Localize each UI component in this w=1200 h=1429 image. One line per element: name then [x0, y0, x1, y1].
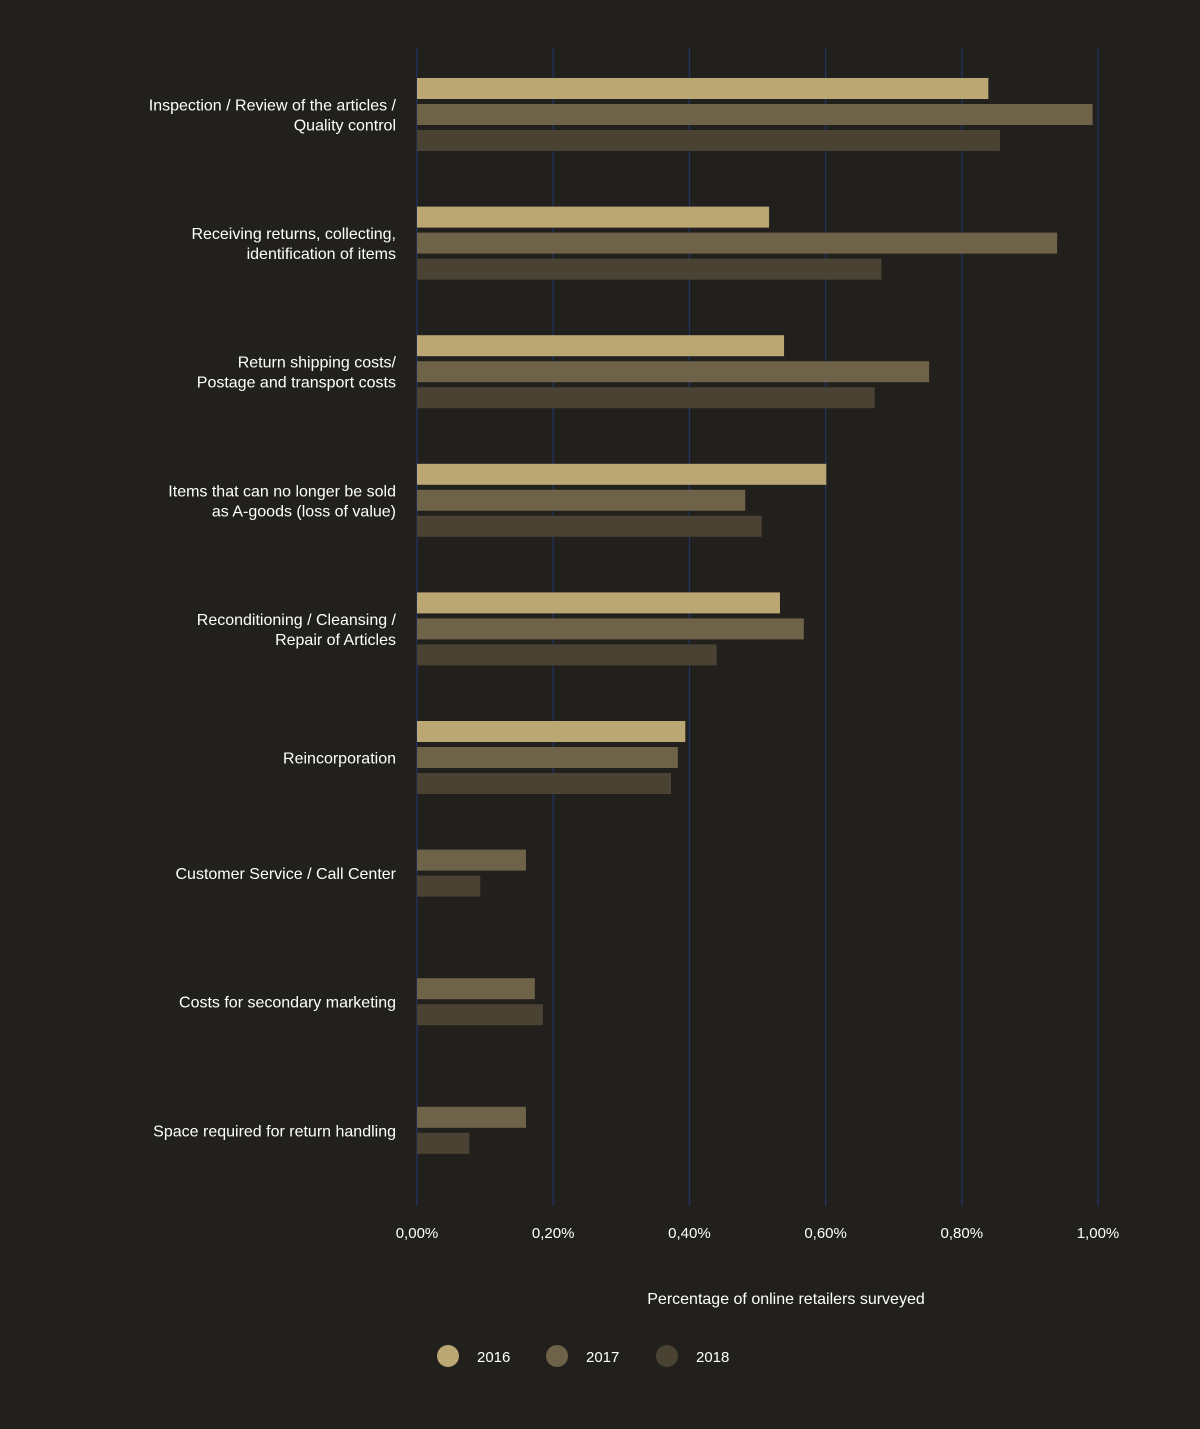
- legend-label: 2017: [586, 1349, 619, 1366]
- category-label: Space required for return handling: [153, 1123, 396, 1140]
- bar-2017-cat-7: [417, 978, 535, 1000]
- bar-2017-cat-5: [417, 747, 678, 768]
- category-label: Items that can no longer be sold: [168, 483, 396, 500]
- bar-2018-cat-5: [417, 773, 672, 794]
- category-label: Customer Service / Call Center: [175, 866, 396, 883]
- category-label: Reconditioning / Cleansing /: [197, 612, 397, 629]
- x-tick-label: 0,80%: [941, 1225, 984, 1242]
- category-label: Reincorporation: [283, 751, 396, 768]
- bar-2018-cat-7: [417, 1004, 543, 1026]
- bar-2018-cat-4: [417, 644, 717, 666]
- bar-2016-cat-0: [417, 78, 989, 99]
- bar-2017-cat-4: [417, 618, 804, 640]
- legend-label: 2018: [696, 1349, 729, 1366]
- category-label: Postage and transport costs: [197, 375, 396, 392]
- x-tick-label: 1,00%: [1077, 1225, 1120, 1242]
- category-label: Repair of Articles: [275, 632, 396, 649]
- bar-2017-cat-3: [417, 489, 746, 511]
- x-tick-label: 0,00%: [396, 1225, 439, 1242]
- category-label: Quality control: [294, 118, 396, 135]
- legend-label: 2016: [477, 1349, 510, 1366]
- bar-2016-cat-3: [417, 463, 827, 485]
- bar-2016-cat-1: [417, 206, 770, 228]
- category-label: Receiving returns, collecting,: [191, 226, 396, 243]
- bar-2018-cat-6: [417, 875, 481, 897]
- category-label: Return shipping costs/: [238, 355, 397, 372]
- bar-2016-cat-4: [417, 592, 780, 614]
- x-axis-label: Percentage of online retailers surveyed: [647, 1291, 925, 1308]
- bar-2018-cat-1: [417, 258, 882, 280]
- x-tick-label: 0,60%: [804, 1225, 847, 1242]
- x-tick-label: 0,20%: [532, 1225, 575, 1242]
- bar-2018-cat-3: [417, 515, 762, 537]
- category-label: Costs for secondary marketing: [179, 995, 396, 1012]
- legend-swatch-2018: [656, 1345, 678, 1367]
- bar-2018-cat-0: [417, 130, 1000, 151]
- category-label: identification of items: [247, 246, 396, 263]
- category-label: as A-goods (loss of value): [212, 503, 396, 520]
- legend-swatch-2017: [546, 1345, 568, 1367]
- bar-2017-cat-1: [417, 232, 1058, 254]
- bar-2018-cat-8: [417, 1132, 470, 1154]
- category-label: Inspection / Review of the articles /: [149, 98, 397, 115]
- bar-2017-cat-2: [417, 361, 930, 383]
- bar-2016-cat-2: [417, 335, 785, 357]
- bar-2016-cat-5: [417, 721, 686, 742]
- bar-2017-cat-0: [417, 104, 1093, 125]
- legend-swatch-2016: [437, 1345, 459, 1367]
- x-tick-label: 0,40%: [668, 1225, 711, 1242]
- bar-2017-cat-6: [417, 849, 526, 871]
- bar-2017-cat-8: [417, 1106, 526, 1128]
- bar-2018-cat-2: [417, 387, 875, 409]
